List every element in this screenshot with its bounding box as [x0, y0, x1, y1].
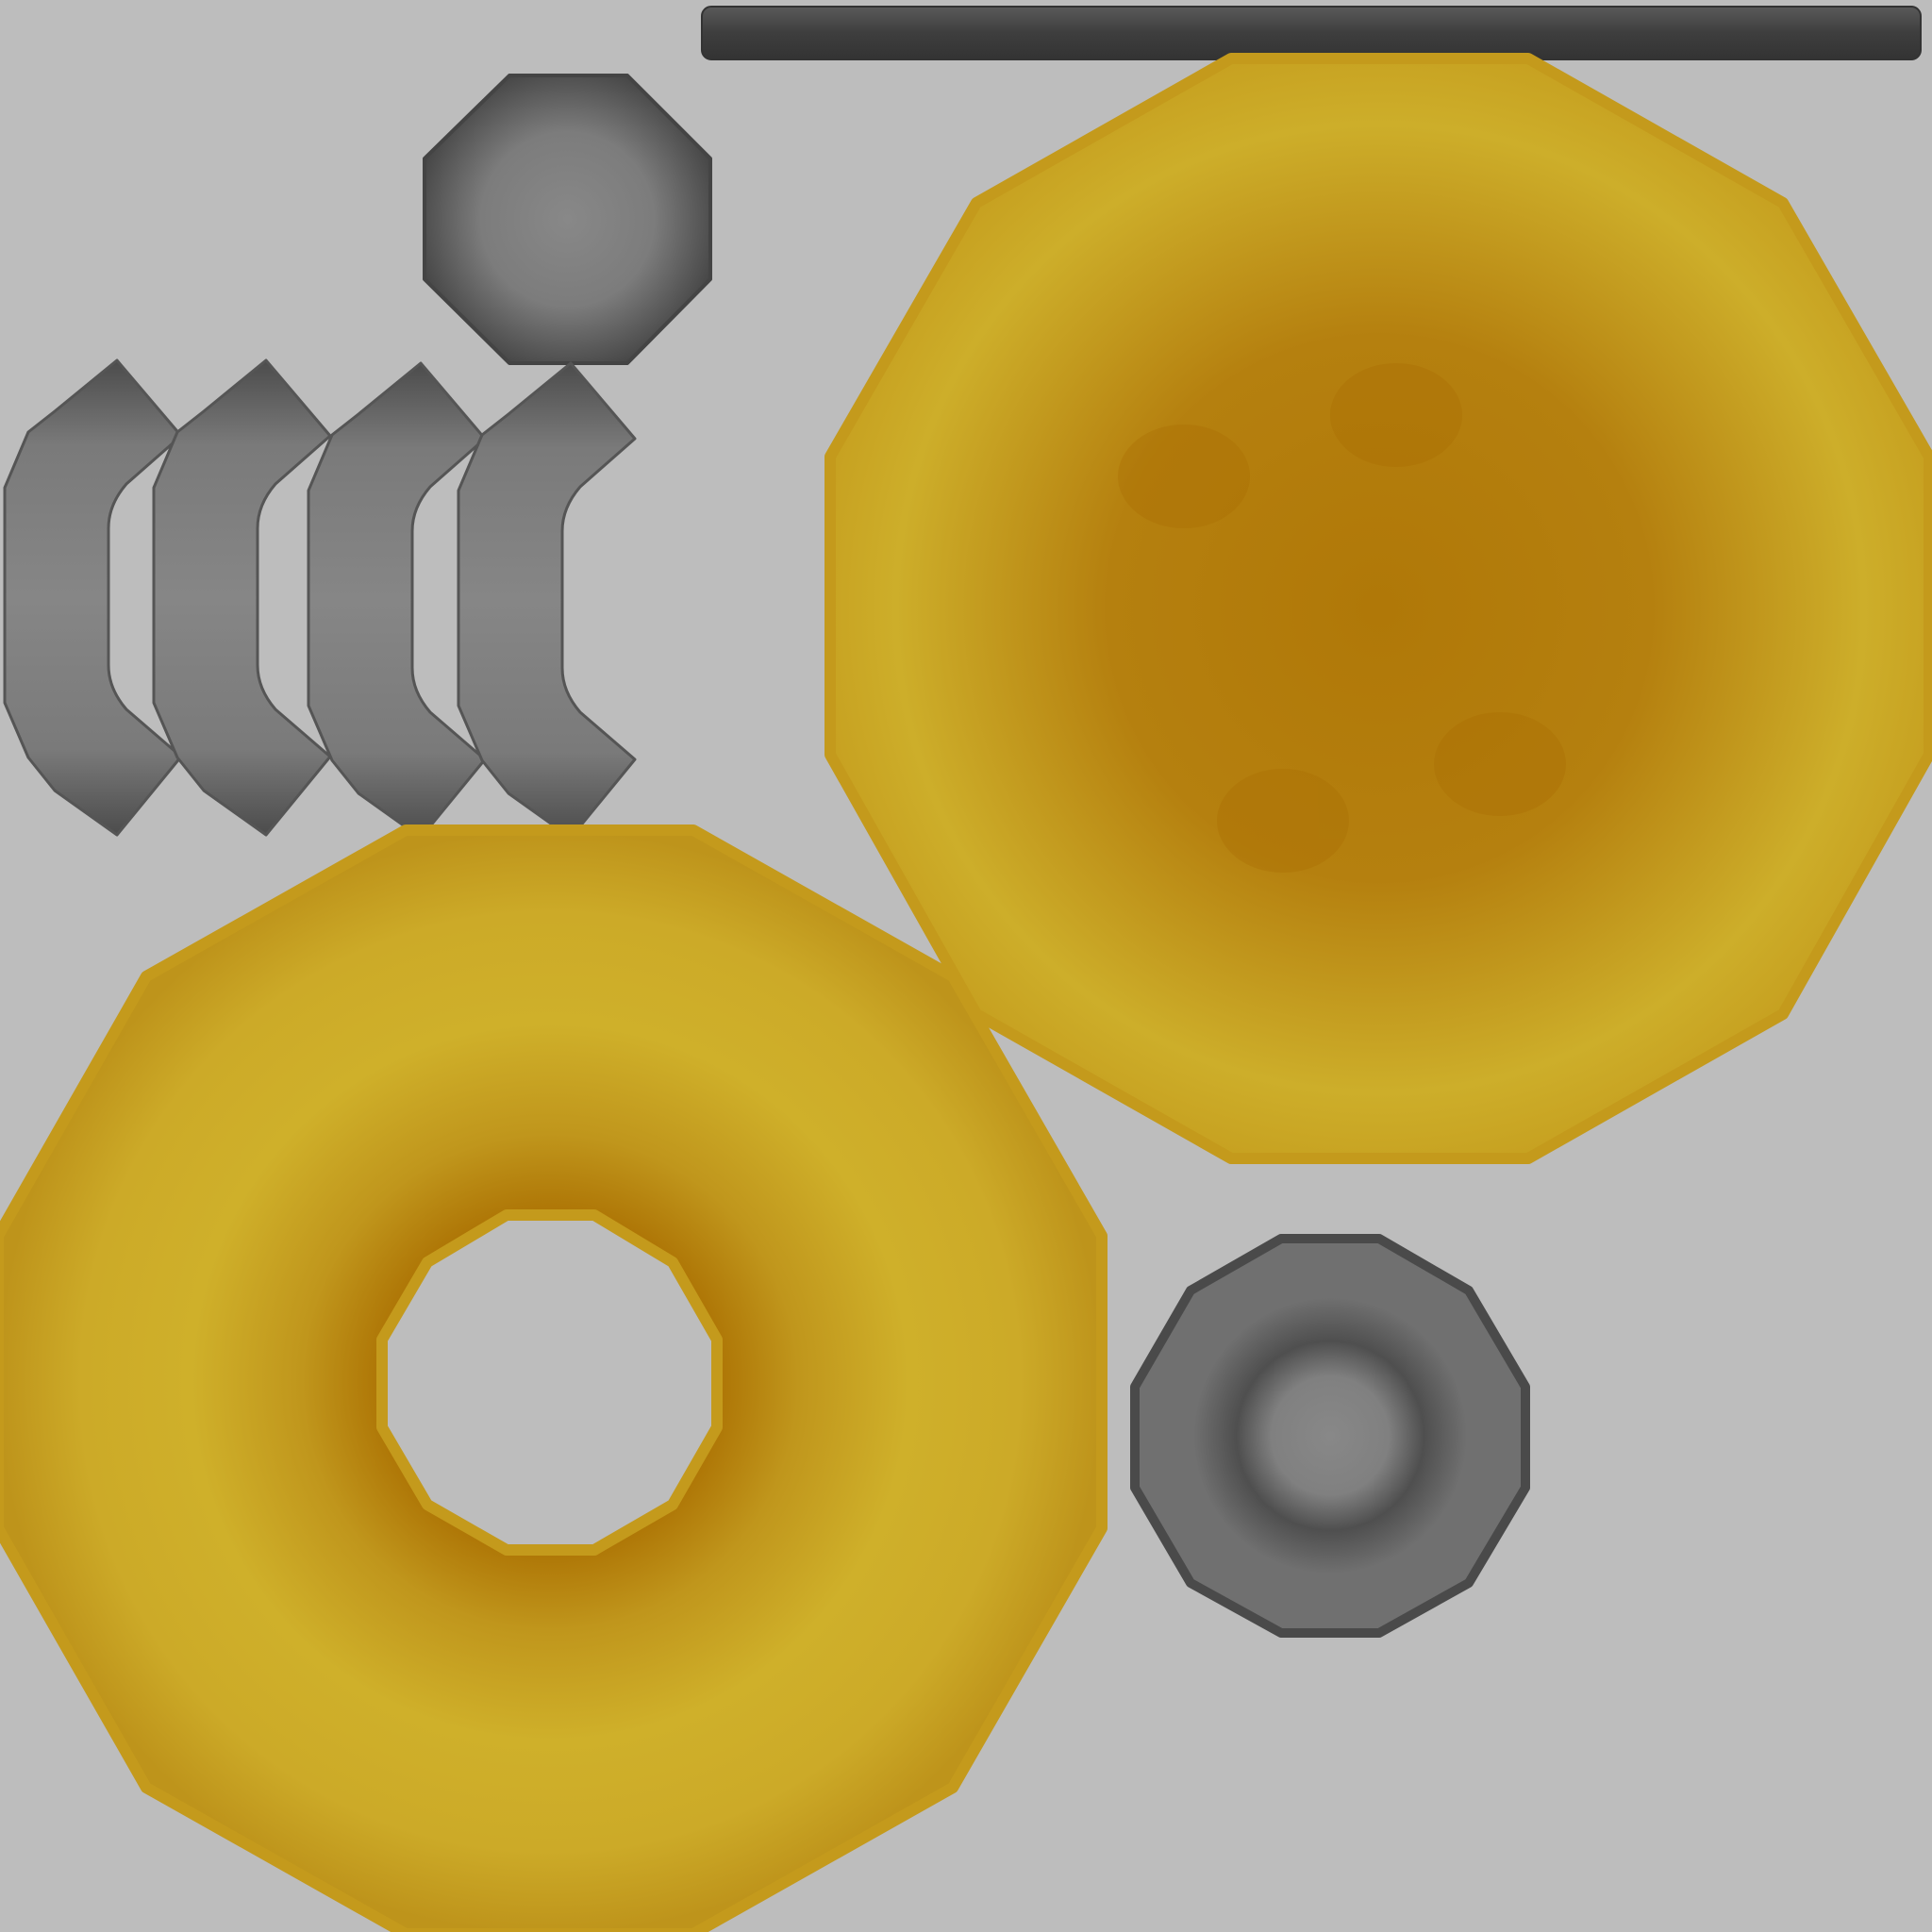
gold-decagon-ring: [0, 824, 1108, 1932]
gray-decagon-hub: [1130, 1234, 1530, 1638]
gold-decagon-disc: [824, 53, 1932, 1164]
curved-segments: [3, 358, 637, 840]
metal-rod: [701, 6, 1922, 60]
curved-segment: [457, 361, 637, 840]
curved-segment: [152, 358, 332, 837]
curved-segment: [3, 358, 183, 837]
curved-segment: [307, 361, 487, 840]
disc-shading: [1118, 363, 1566, 873]
octagon-cap: [423, 74, 712, 365]
